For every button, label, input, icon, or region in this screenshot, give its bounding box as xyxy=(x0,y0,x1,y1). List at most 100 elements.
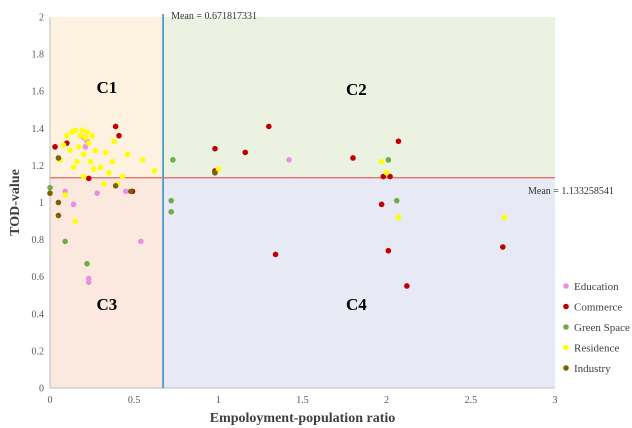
point-residence xyxy=(70,164,77,171)
quadrant-label-c3: C3 xyxy=(97,295,118,314)
point-commerce xyxy=(500,244,506,250)
point-residence xyxy=(111,138,117,145)
point-commerce xyxy=(387,173,393,180)
point-residence xyxy=(62,192,68,198)
legend-label-education: Education xyxy=(574,281,619,293)
point-commerce xyxy=(116,132,122,139)
point-industry xyxy=(55,155,62,161)
legend-marker-green-space xyxy=(563,324,569,330)
x-tick-labels: 0 0.5 1 1.5 2 2.5 3 xyxy=(48,395,558,406)
y-axis-title: TOD-value xyxy=(8,169,23,236)
point-residence xyxy=(85,140,92,146)
point-education xyxy=(286,157,292,163)
point-industry xyxy=(55,212,62,219)
quadrant-c3-background xyxy=(50,177,164,388)
point-residence xyxy=(84,129,90,135)
point-education xyxy=(138,238,144,245)
y-tick-label: 0 xyxy=(39,384,44,395)
point-education xyxy=(94,190,100,197)
y-tick-label: 1 xyxy=(39,198,44,209)
mean-x-label: Mean = 0.671817331 xyxy=(171,11,257,22)
point-residence xyxy=(383,170,390,176)
point-residence xyxy=(72,218,79,224)
quadrant-c4-background xyxy=(163,177,556,388)
quadrant-labels: C1 C2 C3 C4 xyxy=(97,78,368,314)
point-education xyxy=(70,201,77,208)
quadrant-backgrounds xyxy=(50,17,556,388)
point-residence xyxy=(119,173,126,180)
point-commerce xyxy=(404,283,410,289)
point-residence xyxy=(151,168,158,174)
y-tick-label: 0.2 xyxy=(32,346,45,357)
point-commerce xyxy=(272,251,279,258)
point-residence xyxy=(139,157,146,163)
quadrant-label-c2: C2 xyxy=(346,80,367,99)
point-green-space xyxy=(385,157,392,163)
y-tick-label: 0.4 xyxy=(32,309,45,320)
point-residence xyxy=(82,134,89,141)
x-tick-label: 0.5 xyxy=(128,395,141,406)
x-tick-label: 2 xyxy=(384,395,389,406)
legend-label-residence: Residence xyxy=(574,343,619,355)
legend-marker-industry xyxy=(563,365,569,371)
x-tick-label: 1.5 xyxy=(296,395,309,406)
x-tick-label: 1 xyxy=(216,395,221,406)
point-residence xyxy=(89,132,95,139)
point-education xyxy=(82,144,89,150)
data-points xyxy=(47,123,508,289)
point-green-space xyxy=(393,197,400,204)
point-commerce xyxy=(350,155,356,161)
point-industry xyxy=(128,188,134,195)
point-commerce xyxy=(378,201,385,208)
y-tick-label: 1.8 xyxy=(32,50,45,61)
y-tick-label: 1.4 xyxy=(32,124,45,135)
point-residence xyxy=(90,166,97,172)
quadrant-c2-background xyxy=(163,17,556,178)
point-green-space xyxy=(168,208,174,215)
point-commerce xyxy=(380,173,387,180)
legend-label-green-space: Green Space xyxy=(574,322,630,334)
y-tick-label: 1.6 xyxy=(32,87,45,98)
y-tick-label: 0.6 xyxy=(32,272,45,283)
point-residence xyxy=(80,173,87,180)
point-residence xyxy=(92,147,99,154)
legend-label-commerce: Commerce xyxy=(574,302,622,314)
point-education xyxy=(85,279,92,286)
mean-lines: Mean = 0.671817331 Mean = 1.133258541 xyxy=(50,11,614,388)
point-residence xyxy=(109,158,116,165)
point-residence xyxy=(74,158,80,165)
point-residence xyxy=(124,151,131,158)
point-commerce xyxy=(395,138,402,145)
point-commerce xyxy=(242,149,249,156)
point-residence xyxy=(80,151,87,158)
point-residence xyxy=(79,127,85,133)
point-commerce xyxy=(85,175,92,182)
point-residence xyxy=(64,132,70,139)
point-industry xyxy=(112,183,119,189)
y-tick-label: 0.8 xyxy=(32,235,45,246)
point-commerce xyxy=(52,144,58,150)
point-residence xyxy=(101,181,107,187)
x-axis-title: Empoloyment-population ratio xyxy=(210,411,396,426)
y-tick-labels: 0 0.2 0.4 0.6 0.8 1 1.2 1.4 1.6 1.8 2 xyxy=(32,13,45,395)
point-residence xyxy=(395,214,402,221)
point-commerce xyxy=(212,145,218,152)
point-green-space xyxy=(168,197,174,204)
x-tick-label: 3 xyxy=(553,395,558,406)
legend-marker-education xyxy=(563,283,569,289)
point-residence xyxy=(72,127,79,133)
quadrant-label-c4: C4 xyxy=(346,295,367,314)
point-green-space xyxy=(170,157,176,163)
point-residence xyxy=(87,158,94,165)
point-green-space xyxy=(62,238,68,245)
point-residence xyxy=(67,147,73,154)
point-residence xyxy=(97,164,104,171)
axes xyxy=(49,17,555,389)
point-residence xyxy=(106,170,112,176)
point-green-space xyxy=(84,260,90,267)
point-residence xyxy=(378,158,385,165)
quadrant-label-c1: C1 xyxy=(97,78,118,97)
mean-y-label: Mean = 1.133258541 xyxy=(528,186,614,197)
point-residence xyxy=(215,166,222,172)
